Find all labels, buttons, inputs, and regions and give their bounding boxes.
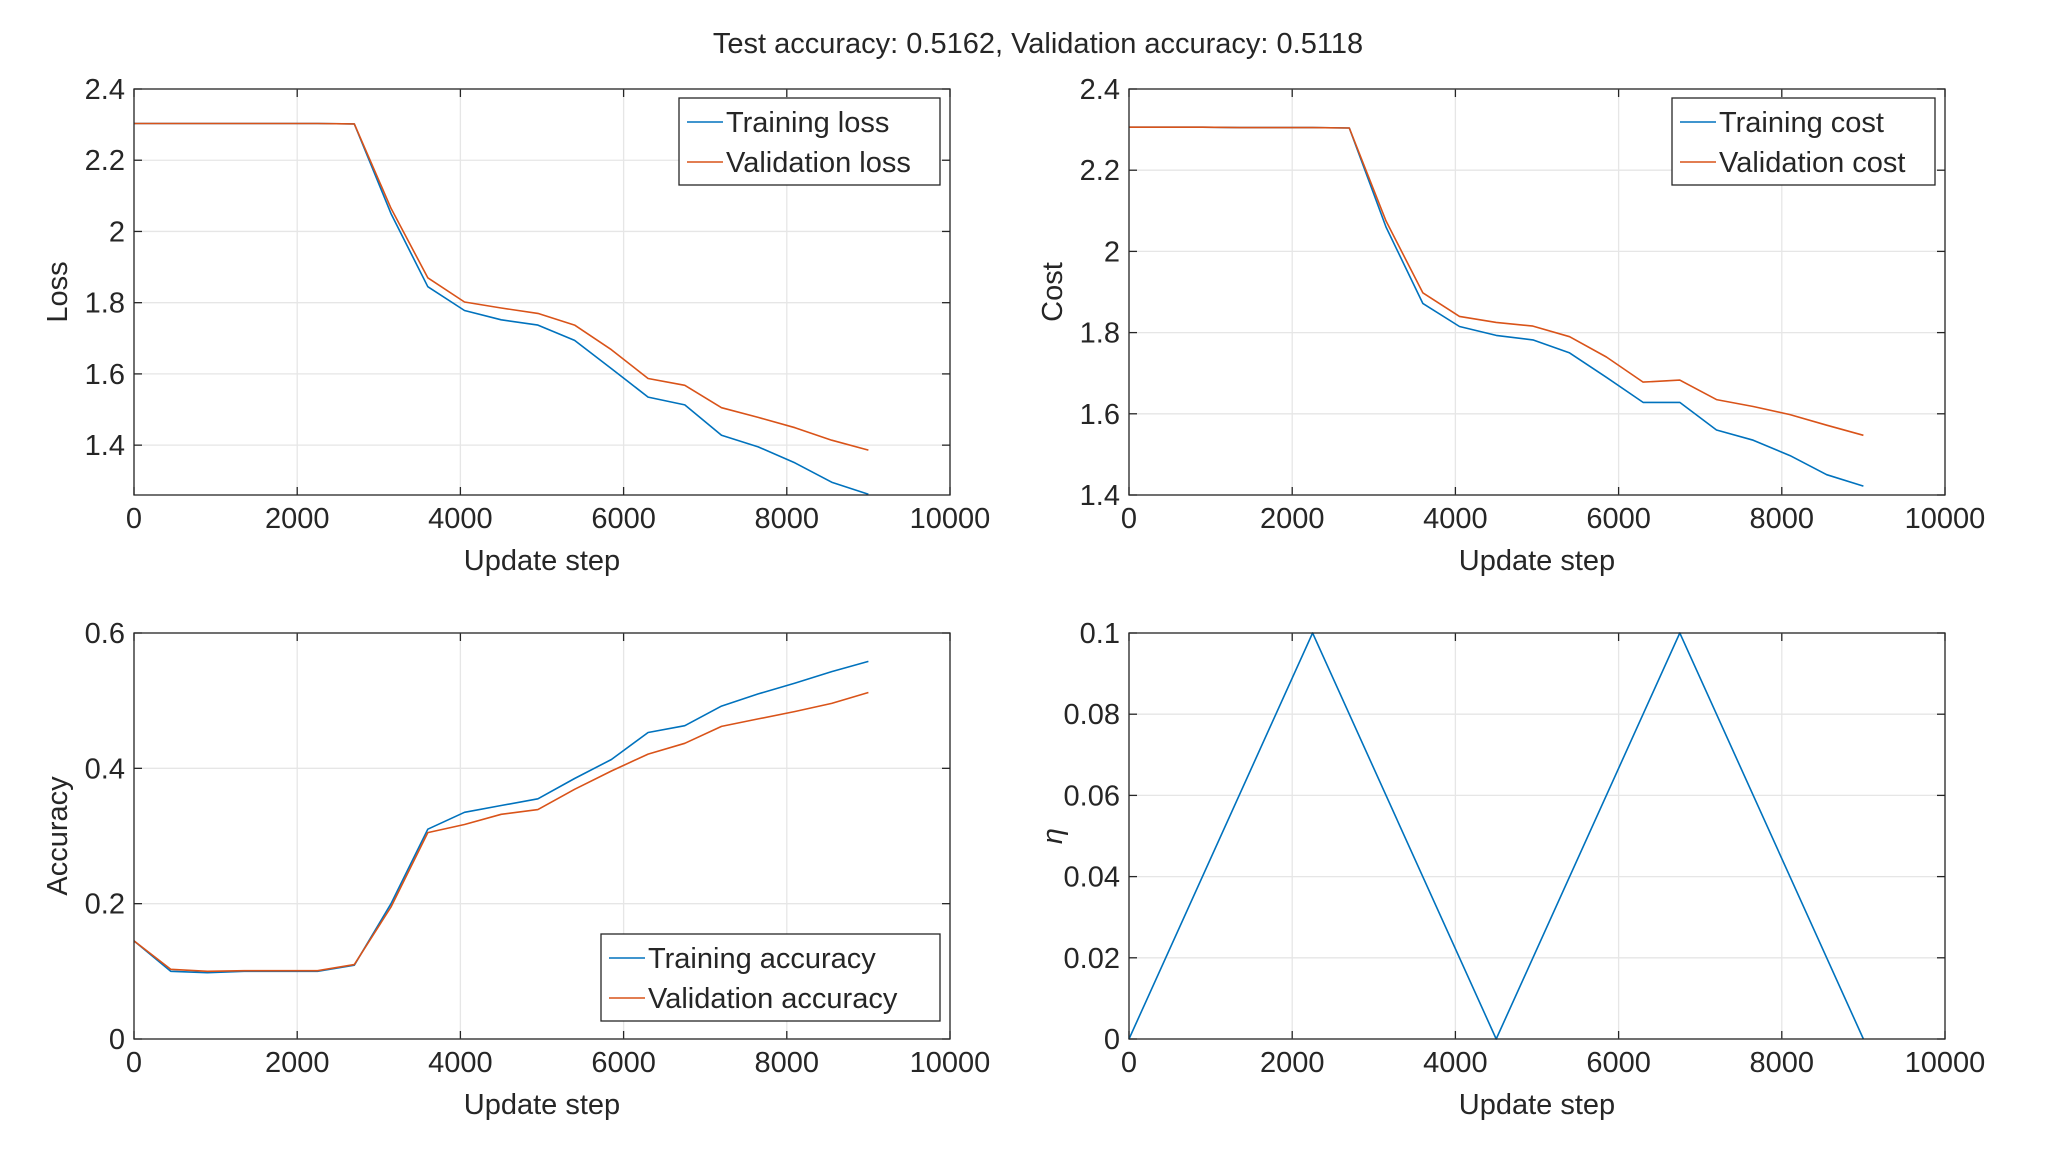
chart-0-y-tick-label: 2: [109, 216, 125, 248]
cost-chart: 0 2000 4000 6000 8000 10000 1.4 1.6 1.8 2 2.2 2.4 Up…: [1037, 74, 1985, 577]
loss-chart: 0 2000 4000 6000 8000 10000 1.4 1.6 1.8 2 2.2 2.4 Up…: [42, 74, 990, 577]
chart-1-x-tick-label: 4000: [1423, 503, 1488, 535]
chart-1-axes-box: [1128, 88, 1946, 496]
chart-2-x-tick-label: 0: [126, 1047, 142, 1079]
chart-1-y-tick-label: 1.8: [1080, 318, 1120, 350]
chart-3-x-tick-label: 0: [1121, 1047, 1137, 1079]
chart-1-series-1-line: [1129, 126, 1864, 437]
chart-2-x-tick-label: 10000: [910, 1047, 991, 1079]
accuracy-chart: 0 2000 4000 6000 8000 10000 0 0.2 0.4 0.6 Update s…: [42, 618, 990, 1121]
chart-0-y-tick-label: 2.2: [85, 145, 125, 177]
chart-2-x-tick-label: 8000: [755, 1047, 820, 1079]
chart-2-y-tick-label: 0.6: [85, 618, 125, 650]
chart-2-legend: Training accuracy Validation accuracy: [600, 933, 941, 1022]
chart-3-x-tick-label: 10000: [1905, 1047, 1986, 1079]
chart-2-y-tick-label: 0.4: [85, 753, 125, 785]
chart-0-y-tick-label: 1.8: [85, 288, 125, 320]
chart-3-y-tick-label: 0.06: [1064, 780, 1120, 812]
chart-3-y-tick-label: 0.08: [1064, 699, 1120, 731]
chart-3-x-axis-label: Update step: [1459, 1089, 1615, 1121]
learning-rate-chart: 0 2000 4000 6000 8000 10000 0 0.02 0.04 0.06 0.08 0…: [1037, 618, 1985, 1121]
chart-3-x-tick-label: 2000: [1260, 1047, 1325, 1079]
chart-2-legend-entry-0: Training accuracy: [648, 943, 876, 975]
chart-2-legend-box: [600, 933, 941, 1022]
chart-0-x-tick-label: 0: [126, 503, 142, 535]
chart-2-axes-box: [133, 632, 951, 1040]
chart-1-legend-entry-1: Validation cost: [1719, 147, 1905, 179]
chart-2-x-tick-label: 4000: [428, 1047, 493, 1079]
chart-0-x-axis-label: Update step: [464, 545, 620, 577]
chart-1-legend-box: [1671, 97, 1936, 186]
chart-2-y-axis-label: Accuracy: [42, 776, 74, 896]
chart-0-y-tick-label: 2.4: [85, 74, 125, 106]
chart-1-y-tick-label: 1.6: [1080, 399, 1120, 431]
chart-0-legend-entry-1: Validation loss: [726, 147, 911, 179]
chart-1-x-tick-label: 0: [1121, 503, 1137, 535]
chart-0-y-tick-label: 1.6: [85, 359, 125, 391]
chart-1-x-tick-label: 6000: [1586, 503, 1651, 535]
chart-0-x-tick-label: 6000: [591, 503, 656, 535]
chart-1-x-tick-label: 8000: [1750, 503, 1815, 535]
chart-3-y-tick-label: 0: [1104, 1024, 1120, 1056]
chart-1-legend-entry-0: Training cost: [1719, 107, 1884, 139]
chart-1-y-tick-label: 2.4: [1080, 74, 1120, 106]
chart-0-axes-box: [133, 88, 951, 496]
chart-2-y-tick-label: 0.2: [85, 889, 125, 921]
chart-1-y-axis-label: Cost: [1037, 262, 1069, 322]
chart-0-y-tick-label: 1.4: [85, 430, 125, 462]
chart-0-x-tick-label: 4000: [428, 503, 493, 535]
chart-3-x-tick-label: 8000: [1750, 1047, 1815, 1079]
chart-3-plot-area: [1129, 633, 1945, 1039]
chart-3-y-tick-label: 0.02: [1064, 943, 1120, 975]
figure-suptitle: Test accuracy: 0.5162, Validation accura…: [713, 28, 1363, 60]
chart-0-x-tick-label: 10000: [910, 503, 991, 535]
chart-3-y-tick-label: 0.04: [1064, 862, 1120, 894]
chart-1-legend: Training cost Validation cost: [1671, 97, 1936, 186]
chart-1-x-tick-label: 10000: [1905, 503, 1986, 535]
chart-1-y-tick-label: 2.2: [1080, 155, 1120, 187]
chart-2-series-1-line: [133, 691, 869, 973]
chart-3-y-tick-label: 0.1: [1080, 618, 1120, 650]
chart-3-x-tick-label: 4000: [1423, 1047, 1488, 1079]
chart-1-y-tick-label: 2: [1104, 236, 1120, 268]
chart-2-y-tick-label: 0: [109, 1024, 125, 1056]
chart-3-axes-box: [1128, 632, 1946, 1040]
chart-1-x-axis-label: Update step: [1459, 545, 1615, 577]
chart-0-series-1-line: [134, 122, 869, 451]
chart-1-x-tick-label: 2000: [1260, 503, 1325, 535]
chart-0-legend-entry-0: Training loss: [726, 107, 889, 139]
chart-2-x-axis-label: Update step: [464, 1089, 620, 1121]
chart-3-y-axis-label: η: [1037, 828, 1069, 844]
chart-0-x-tick-label: 2000: [265, 503, 330, 535]
chart-2-x-tick-label: 6000: [591, 1047, 656, 1079]
chart-2-x-tick-label: 2000: [265, 1047, 330, 1079]
chart-0-legend: Training loss Validation loss: [678, 97, 941, 186]
chart-3-x-tick-label: 6000: [1586, 1047, 1651, 1079]
chart-1-y-tick-label: 1.4: [1080, 480, 1120, 512]
chart-0-y-axis-label: Loss: [42, 261, 74, 322]
chart-0-legend-box: [678, 97, 941, 186]
chart-0-x-tick-label: 8000: [755, 503, 820, 535]
chart-2-legend-entry-1: Validation accuracy: [648, 983, 898, 1015]
